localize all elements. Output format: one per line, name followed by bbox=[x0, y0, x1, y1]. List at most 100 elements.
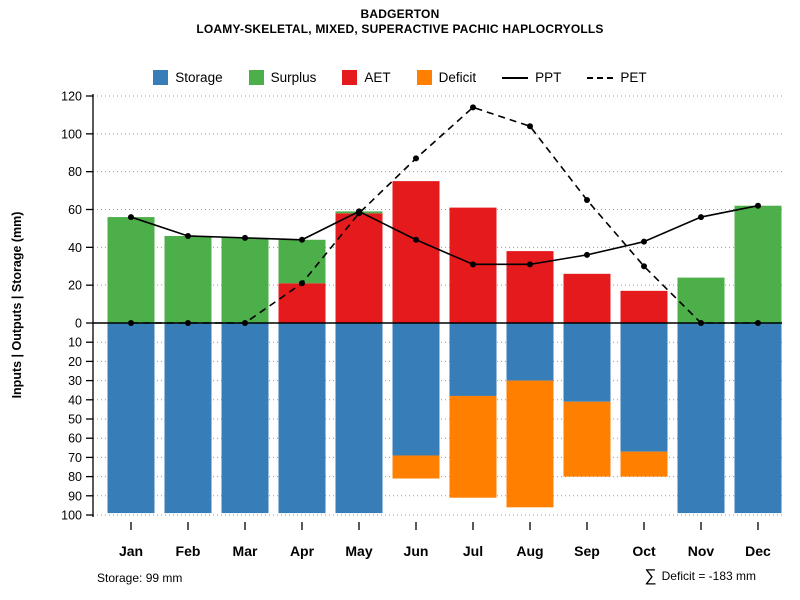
chart-legend: Storage Surplus AET Deficit PPT PET bbox=[0, 70, 800, 85]
deficit-bar bbox=[620, 451, 668, 477]
pet-point bbox=[128, 320, 134, 326]
storage-bar bbox=[164, 323, 212, 514]
month-label: Jan bbox=[119, 543, 143, 559]
legend-item-pet: PET bbox=[587, 70, 647, 85]
legend-label-deficit: Deficit bbox=[438, 70, 477, 85]
storage-bar bbox=[449, 323, 497, 396]
y-tick-label: 80 bbox=[68, 165, 82, 179]
aet-swatch-icon bbox=[342, 70, 358, 85]
surplus-swatch-icon bbox=[248, 70, 264, 85]
sigma-icon: ∑ bbox=[644, 566, 657, 585]
y-tick-label: 60 bbox=[68, 432, 82, 446]
y-tick-label: 60 bbox=[68, 203, 82, 217]
legend-item-surplus: Surplus bbox=[248, 70, 317, 85]
pet-point bbox=[584, 197, 590, 204]
ppt-point bbox=[242, 234, 248, 241]
ppt-point bbox=[527, 261, 533, 268]
y-tick-label: 0 bbox=[75, 317, 82, 331]
aet-bar bbox=[278, 283, 326, 323]
chart-titles: BADGERTON LOAMY-SKELETAL, MIXED, SUPERAC… bbox=[0, 7, 800, 37]
month-label: Nov bbox=[688, 543, 715, 559]
storage-bar bbox=[563, 323, 611, 402]
pet-point bbox=[413, 155, 419, 162]
aet-bar bbox=[392, 181, 440, 323]
storage-swatch-icon bbox=[153, 70, 169, 85]
legend-label-ppt: PPT bbox=[535, 70, 562, 85]
pet-point bbox=[641, 263, 647, 270]
pet-point bbox=[242, 320, 248, 326]
month-label: Aug bbox=[516, 543, 543, 559]
month-label: May bbox=[345, 543, 372, 559]
aet-bar bbox=[563, 273, 611, 323]
surplus-bar bbox=[221, 237, 269, 323]
month-label: Jun bbox=[404, 543, 429, 559]
month-label: Sep bbox=[574, 543, 600, 559]
legend-item-storage: Storage bbox=[153, 70, 223, 85]
y-tick-label: 20 bbox=[68, 279, 82, 293]
pet-swatch-icon bbox=[587, 76, 614, 79]
deficit-bar bbox=[506, 380, 554, 508]
month-label: Mar bbox=[233, 543, 258, 559]
storage-note: Storage: 99 mm bbox=[97, 571, 183, 585]
month-label: Apr bbox=[290, 543, 315, 559]
deficit-total-text: Deficit = -183 mm bbox=[661, 568, 756, 583]
y-tick-label: 70 bbox=[68, 451, 82, 465]
legend-item-ppt: PPT bbox=[502, 70, 561, 85]
legend-label-pet: PET bbox=[620, 70, 647, 85]
storage-bar bbox=[221, 323, 269, 514]
surplus-bar bbox=[734, 205, 782, 323]
y-tick-label: 50 bbox=[68, 413, 82, 427]
ppt-line bbox=[130, 204, 759, 266]
y-tick-label: 10 bbox=[68, 336, 82, 350]
deficit-bar bbox=[449, 395, 497, 498]
month-label: Jul bbox=[463, 543, 483, 559]
storage-bar bbox=[392, 323, 440, 456]
ppt-point bbox=[584, 251, 590, 258]
pet-point bbox=[299, 280, 305, 287]
surplus-bar bbox=[677, 277, 725, 323]
surplus-bar bbox=[107, 217, 155, 323]
chart-subtitle: LOAMY-SKELETAL, MIXED, SUPERACTIVE PACHI… bbox=[196, 22, 604, 36]
legend-item-deficit: Deficit bbox=[416, 70, 477, 85]
ppt-point bbox=[698, 214, 704, 221]
ppt-point bbox=[641, 238, 647, 245]
month-label: Dec bbox=[745, 543, 771, 559]
deficit-total-note: ∑ Deficit = -183 mm bbox=[645, 567, 756, 584]
y-axis-title: Inputs | Outputs | Storage (mm) bbox=[10, 212, 24, 399]
month-label: Feb bbox=[176, 543, 201, 559]
aet-bar bbox=[620, 290, 668, 323]
storage-bar bbox=[506, 323, 554, 381]
storage-bar bbox=[677, 323, 725, 514]
ppt-point bbox=[299, 236, 305, 243]
y-tick-label: 80 bbox=[68, 470, 82, 484]
chart-title: BADGERTON bbox=[360, 7, 440, 21]
month-label: Oct bbox=[632, 543, 656, 559]
y-tick-label: 20 bbox=[68, 355, 82, 369]
storage-bar bbox=[278, 323, 326, 514]
storage-bar bbox=[107, 323, 155, 514]
surplus-bar bbox=[164, 235, 212, 323]
deficit-bar bbox=[563, 401, 611, 477]
ppt-swatch-icon bbox=[502, 76, 529, 79]
y-tick-label: 100 bbox=[61, 127, 82, 141]
y-tick-label: 120 bbox=[61, 90, 82, 104]
y-tick-label: 100 bbox=[61, 509, 82, 523]
legend-label-surplus: Surplus bbox=[270, 70, 317, 85]
y-tick-label: 40 bbox=[68, 241, 82, 255]
legend-label-storage: Storage bbox=[175, 70, 223, 85]
deficit-swatch-icon bbox=[416, 70, 432, 85]
legend-item-aet: AET bbox=[342, 70, 391, 85]
ppt-point bbox=[356, 208, 362, 215]
pet-point bbox=[698, 320, 704, 326]
pet-point bbox=[527, 123, 533, 130]
ppt-point bbox=[413, 236, 419, 243]
deficit-bar bbox=[392, 455, 440, 479]
ppt-point bbox=[755, 202, 761, 209]
storage-bar bbox=[734, 323, 782, 514]
y-tick-label: 90 bbox=[68, 489, 82, 503]
y-tick-label: 40 bbox=[68, 393, 82, 407]
surplus-bar bbox=[278, 239, 326, 284]
ppt-point bbox=[470, 261, 476, 268]
